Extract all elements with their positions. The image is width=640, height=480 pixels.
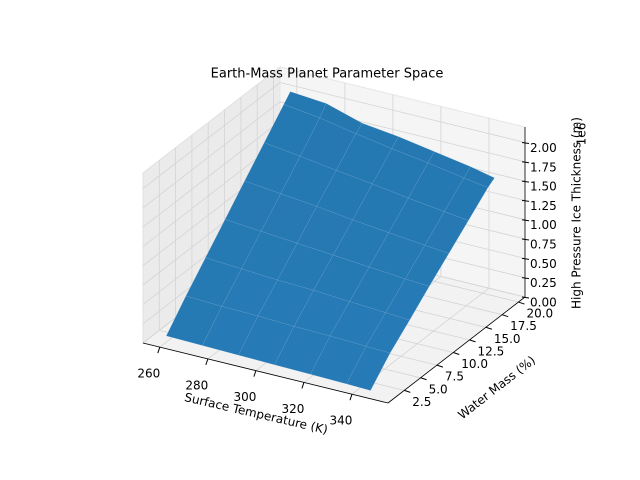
x-tick-label: 340 — [330, 414, 353, 428]
y-tick — [469, 339, 476, 343]
x-tick — [205, 358, 209, 366]
z-axis-label: High Pressure Ice Thickness (m) — [570, 117, 584, 309]
y-tick — [485, 326, 493, 330]
z-offset-label: 1e6 — [575, 123, 589, 146]
y-tick-label: 2.5 — [412, 395, 431, 409]
z-tick — [521, 257, 530, 260]
y-tick — [502, 314, 509, 318]
axis-line — [387, 296, 526, 404]
x-tick-label: 320 — [281, 402, 304, 416]
y-tick — [453, 352, 460, 355]
grid-line — [142, 120, 281, 228]
y-tick-label: 10.0 — [461, 357, 488, 371]
x-tick — [349, 394, 353, 401]
z-tick — [521, 238, 530, 241]
y-tick-label: 12.5 — [478, 344, 505, 358]
x-tick — [157, 346, 161, 354]
z-tick-label: 0.00 — [530, 296, 557, 310]
y-tick-label: 20.0 — [526, 307, 553, 321]
y-tick — [518, 301, 525, 305]
grid-line — [142, 82, 281, 189]
z-tick — [521, 180, 530, 183]
y-tick-label: 17.5 — [510, 319, 537, 333]
z-tick-label: 1.50 — [530, 180, 557, 194]
z-tick — [521, 141, 530, 144]
surface-cell — [424, 211, 469, 254]
z-tick — [521, 219, 530, 222]
x-tick — [301, 382, 305, 389]
grid-line — [142, 101, 281, 209]
z-tick-label: 0.25 — [530, 276, 557, 290]
y-tick-label: 15.0 — [494, 332, 521, 346]
x-tick-label: 300 — [233, 390, 256, 404]
x-tick-label: 260 — [137, 367, 160, 381]
y-tick — [404, 389, 411, 393]
surface-cell — [346, 346, 391, 391]
z-tick — [521, 296, 530, 299]
x-tick-label: 280 — [185, 378, 208, 392]
x-tick — [253, 370, 257, 377]
z-tick-label: 2.00 — [530, 141, 557, 155]
z-tick — [521, 199, 530, 202]
z-tick — [521, 161, 530, 164]
z-tick — [521, 277, 530, 280]
grid-line — [279, 82, 526, 143]
chart-title: Earth-Mass Planet Parameter Space — [211, 67, 444, 82]
y-tick — [420, 377, 427, 381]
y-tick-label: 5.0 — [429, 382, 448, 396]
z-tick-label: 1.75 — [530, 160, 557, 174]
axis-line — [142, 342, 389, 404]
y-tick — [436, 364, 444, 368]
z-tick-label: 0.50 — [530, 257, 557, 271]
z-tick-label: 1.00 — [530, 218, 557, 232]
z-tick-label: 1.25 — [530, 199, 557, 213]
y-tick-label: 7.5 — [445, 370, 464, 384]
z-tick-label: 0.75 — [530, 238, 557, 252]
